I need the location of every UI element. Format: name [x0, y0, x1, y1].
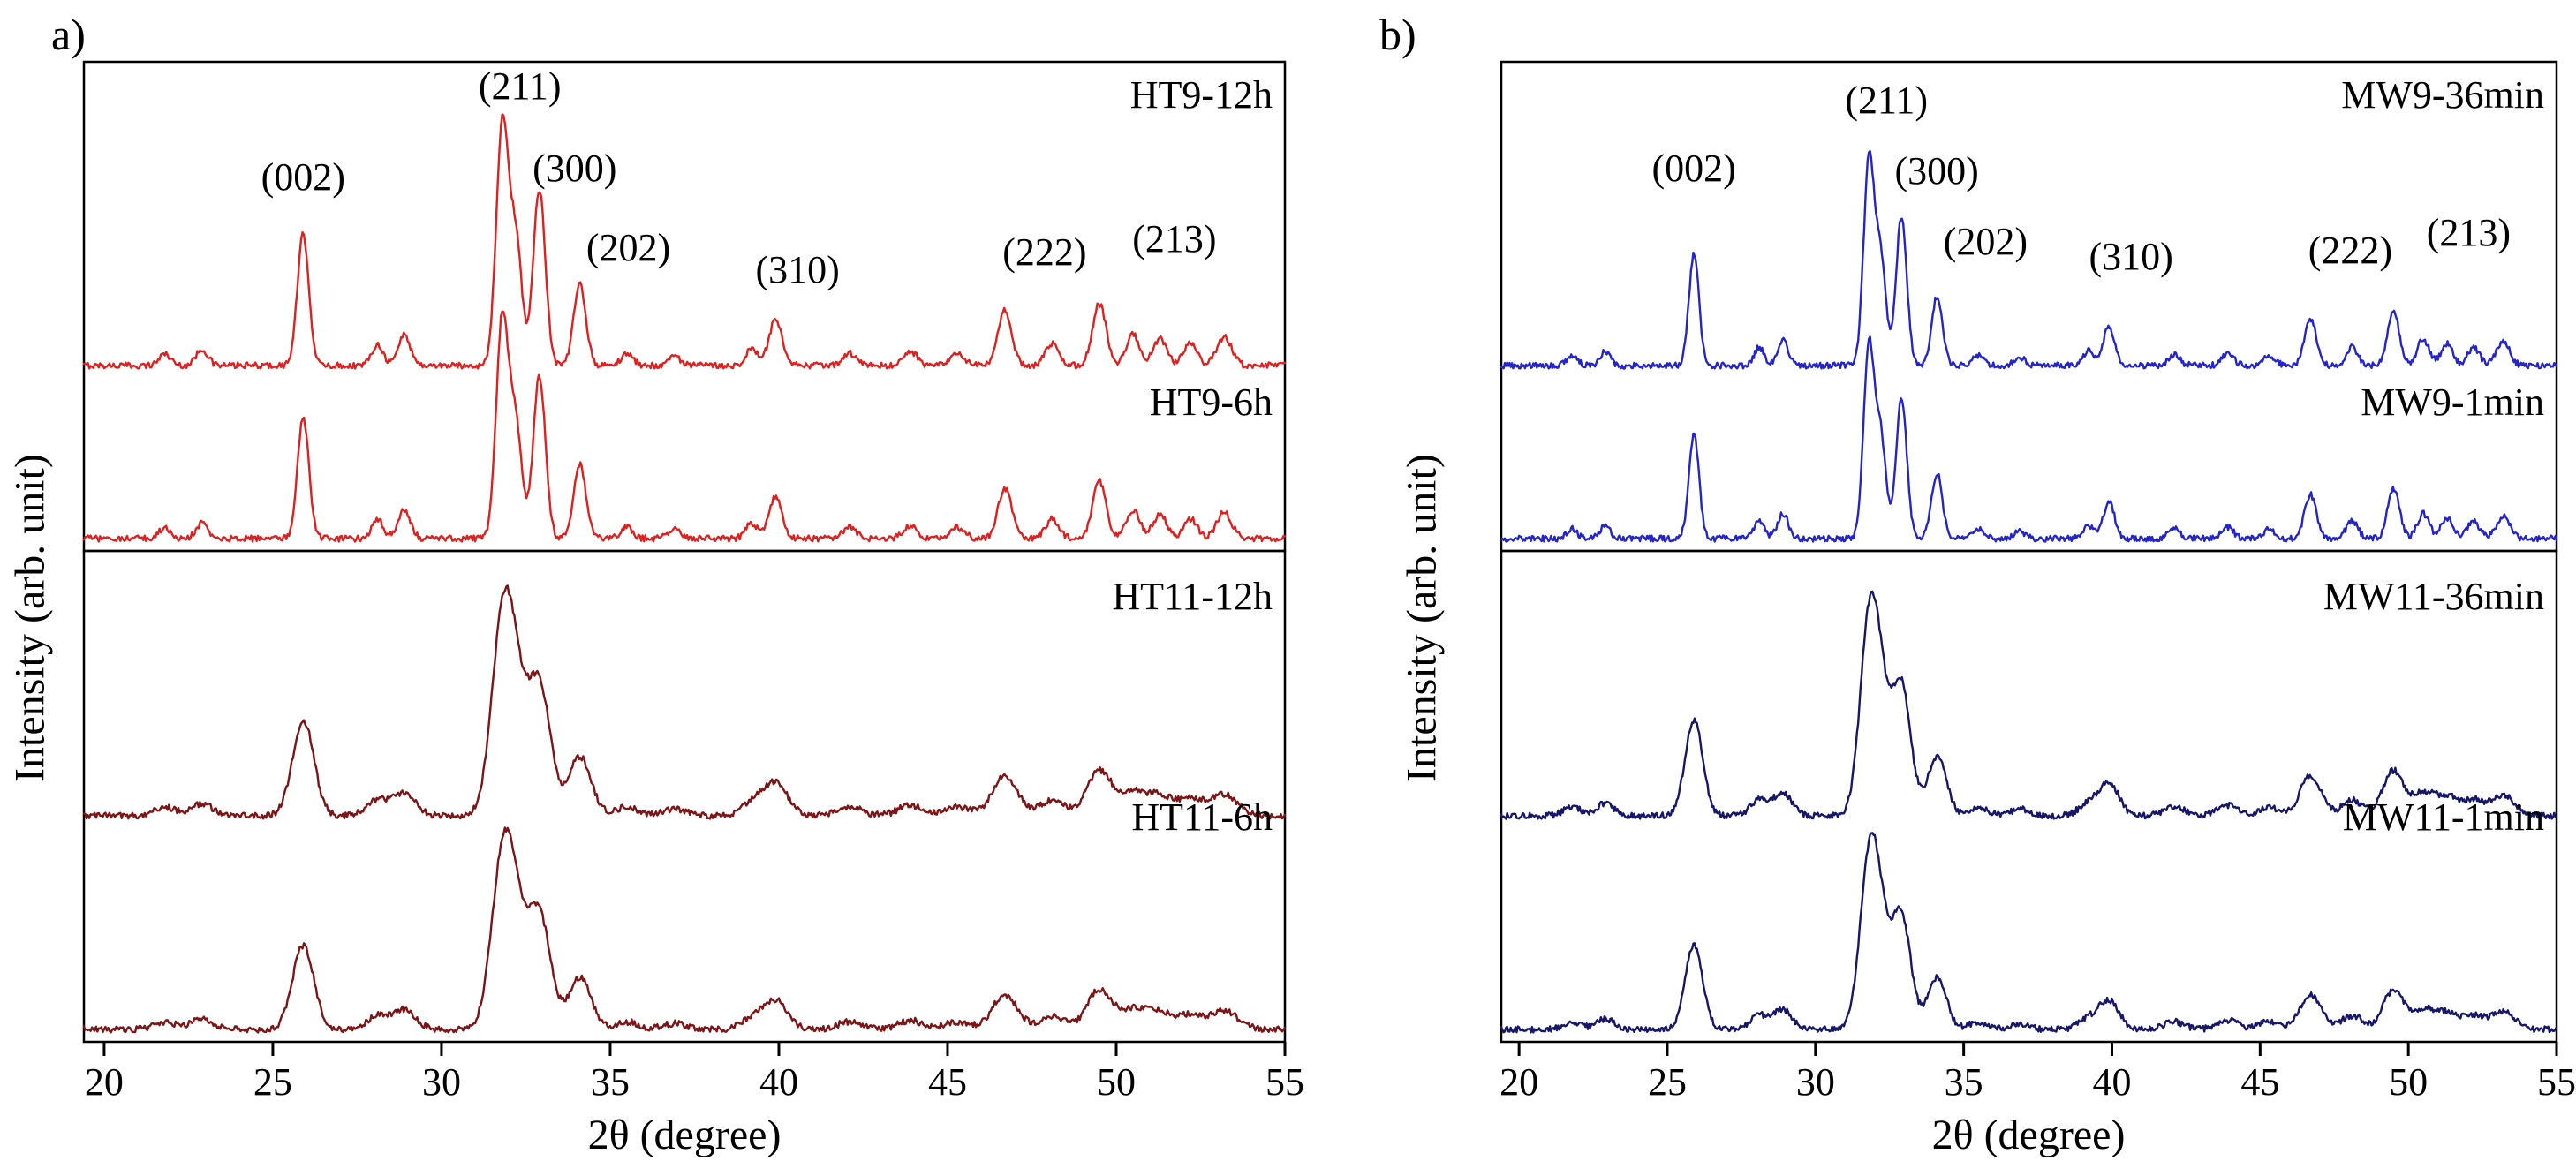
- peak-label: (222): [2308, 229, 2392, 272]
- xrd-trace-MW11-1min: [1500, 832, 2558, 1034]
- x-tick-label: 45: [2240, 1060, 2279, 1104]
- peak-label: (213): [1132, 217, 1216, 260]
- peak-label: (213): [2427, 211, 2511, 254]
- peak-label: (211): [479, 64, 562, 108]
- x-tick-label: 50: [1097, 1060, 1136, 1104]
- panel-letter-a: a): [51, 10, 86, 59]
- x-tick-label: 35: [591, 1060, 630, 1104]
- peak-label: (002): [261, 155, 345, 199]
- series-label: MW9-1min: [2361, 381, 2544, 424]
- series-label: HT11-6h: [1131, 795, 1273, 839]
- y-axis-label-b: Intensity (arb. unit): [1398, 454, 1446, 782]
- peak-label: (202): [586, 226, 670, 269]
- peak-label: (002): [1652, 147, 1736, 190]
- x-tick-label: 55: [2537, 1060, 2576, 1104]
- plot-frame-top: [82, 60, 1287, 553]
- xrd-trace-HT9-12h: [82, 113, 1287, 370]
- peak-label: (310): [2089, 235, 2172, 278]
- series-label: MW11-1min: [2343, 795, 2544, 839]
- x-tick-label: 35: [1945, 1060, 1983, 1104]
- x-tick-label: 20: [85, 1060, 124, 1104]
- x-tick-label: 20: [1500, 1060, 1538, 1104]
- x-tick-label: 40: [759, 1060, 798, 1104]
- xrd-trace-MW11-36min: [1500, 590, 2558, 820]
- x-tick-label: 50: [2389, 1060, 2428, 1104]
- x-axis-label-a: 2θ (degree): [587, 1112, 782, 1158]
- peak-label: (300): [533, 147, 616, 190]
- peak-label: (211): [1845, 79, 1928, 122]
- xrd-trace-HT9-6h: [82, 310, 1287, 543]
- series-label: MW9-36min: [2341, 73, 2544, 117]
- x-tick-label: 25: [253, 1060, 292, 1104]
- panel-letter-b: b): [1379, 10, 1416, 59]
- x-tick-label: 25: [1648, 1060, 1687, 1104]
- peak-label: (202): [1944, 220, 2028, 263]
- plot-frame-top: [1500, 60, 2558, 553]
- xrd-trace-MW9-1min: [1500, 335, 2558, 543]
- plot-frame-bottom: [82, 549, 1287, 1044]
- series-label: MW11-36min: [2323, 575, 2544, 618]
- x-tick-label: 30: [1796, 1060, 1835, 1104]
- series-label: HT11-12h: [1112, 575, 1273, 618]
- series-label: HT9-6h: [1150, 381, 1273, 424]
- x-tick-label: 45: [928, 1060, 967, 1104]
- x-tick-label: 30: [422, 1060, 461, 1104]
- series-label: HT9-12h: [1130, 73, 1273, 117]
- y-axis-label-a: Intensity (arb. unit): [6, 454, 54, 782]
- xrd-trace-HT11-12h: [82, 584, 1287, 820]
- peak-label: (222): [1002, 230, 1086, 274]
- x-tick-label: 55: [1265, 1060, 1304, 1104]
- x-axis-label-b: 2θ (degree): [1931, 1112, 2126, 1158]
- x-tick-label: 40: [2092, 1060, 2131, 1104]
- xrd-trace-HT11-6h: [82, 826, 1287, 1034]
- xrd-trace-MW9-36min: [1500, 149, 2558, 370]
- plot-frame-bottom: [1500, 549, 2558, 1044]
- peak-label: (310): [755, 248, 839, 291]
- peak-label: (300): [1895, 149, 1979, 192]
